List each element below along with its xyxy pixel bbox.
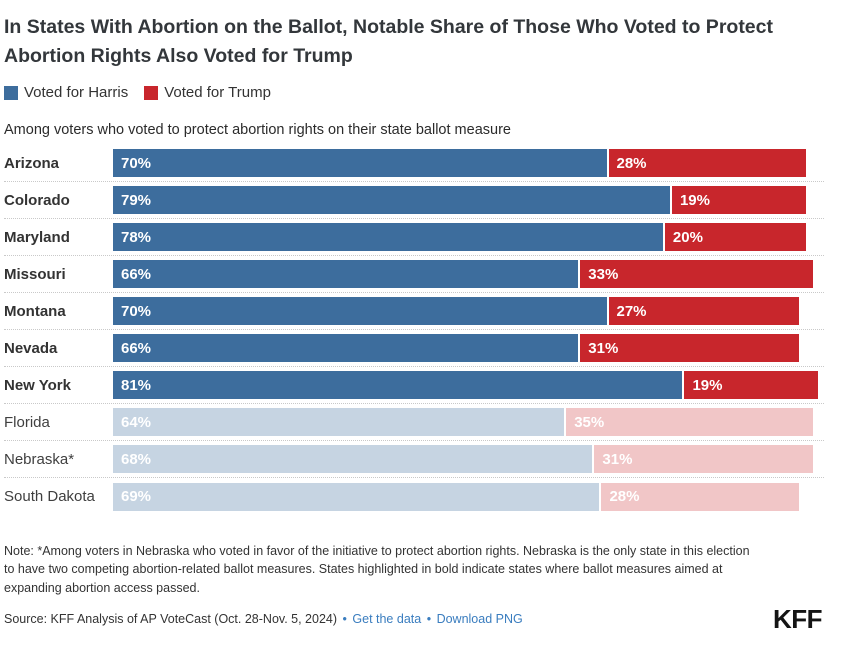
download-png-link[interactable]: Download PNG [436, 612, 523, 627]
harris-bar: 78% [113, 223, 663, 251]
legend-label-harris: Voted for Harris [24, 84, 129, 101]
trump-value-label: 19% [692, 376, 723, 394]
harris-bar: 64% [113, 408, 565, 436]
stacked-bar-chart: Arizona 70% 28% Colorado 79% 19% [4, 145, 850, 515]
trump-bar: 19% [671, 186, 806, 214]
chart-legend: Voted for Harris Voted for Trump [4, 84, 850, 101]
chart-row: Maryland 78% 20% [4, 219, 824, 256]
harris-value-label: 81% [121, 376, 152, 394]
harris-bar: 68% [113, 445, 593, 473]
trump-bar: 33% [580, 260, 813, 288]
state-label: Arizona [4, 154, 60, 172]
harris-bar: 70% [113, 297, 607, 325]
trump-value-label: 19% [679, 191, 710, 209]
harris-value-label: 68% [121, 450, 152, 468]
trump-value-label: 20% [672, 228, 703, 246]
trump-bar: 20% [664, 223, 806, 251]
trump-color-swatch [144, 85, 159, 100]
chart-row: Nevada 66% 31% [4, 330, 824, 367]
trump-value-label: 28% [609, 488, 640, 505]
legend-label-trump: Voted for Trump [164, 84, 271, 101]
trump-bar: 31% [594, 445, 813, 473]
state-label: Maryland [4, 228, 70, 246]
chart-row: Colorado 79% 19% [4, 182, 824, 219]
trump-bar: 27% [608, 297, 799, 325]
trump-value-label: 31% [588, 339, 619, 357]
get-the-data-link[interactable]: Get the data [352, 612, 422, 627]
bar-track: 66% 31% [113, 334, 818, 362]
harris-value-label: 79% [121, 191, 152, 209]
harris-bar: 79% [113, 186, 670, 214]
source-line: Source: KFF Analysis of AP VoteCast (Oct… [4, 612, 523, 626]
chart-row: Arizona 70% 28% [4, 145, 824, 182]
state-label: Montana [4, 302, 66, 320]
kff-logo: KFF [772, 604, 823, 635]
bar-track: 69% 28% [113, 482, 818, 511]
chart-row: Nebraska* 68% 31% [4, 441, 824, 478]
harris-value-label: 64% [121, 413, 152, 431]
harris-value-label: 70% [121, 302, 152, 320]
state-label: Nevada [4, 339, 58, 357]
chart-title: In States With Abortion on the Ballot, N… [4, 16, 773, 67]
harris-bar: 66% [113, 260, 579, 288]
bar-track: 70% 27% [113, 297, 818, 325]
harris-value-label: 69% [121, 488, 152, 505]
harris-bar: 66% [113, 334, 579, 362]
harris-bar: 69% [113, 482, 600, 511]
trump-value-label: 35% [574, 413, 605, 431]
trump-bar: 31% [580, 334, 799, 362]
source-text: Source: KFF Analysis of AP VoteCast (Oct… [4, 612, 338, 627]
legend-item-harris: Voted for Harris [4, 84, 128, 101]
harris-value-label: 70% [121, 154, 152, 172]
bar-track: 79% 19% [113, 186, 818, 214]
bullet-separator: • [426, 612, 432, 627]
state-label: Florida [4, 413, 50, 431]
bar-track: 70% 28% [113, 149, 818, 177]
state-label: Nebraska* [4, 450, 75, 468]
bar-track: 78% 20% [113, 223, 818, 251]
chart-footer: Note: *Among voters in Nebraska who vote… [4, 542, 850, 632]
bar-track: 81% 19% [113, 371, 818, 399]
chart-subtitle: Among voters who voted to protect aborti… [4, 122, 511, 138]
trump-bar: 19% [684, 371, 818, 399]
trump-bar: 28% [601, 482, 799, 511]
trump-value-label: 28% [616, 154, 647, 172]
harris-value-label: 78% [121, 228, 152, 246]
bar-track: 64% 35% [113, 408, 818, 436]
source-row: Source: KFF Analysis of AP VoteCast (Oct… [4, 604, 823, 635]
state-label: Missouri [4, 265, 66, 283]
bullet-separator: • [342, 612, 347, 627]
legend-item-trump: Voted for Trump [144, 84, 271, 101]
chart-row: South Dakota 69% 28% [4, 478, 824, 515]
trump-bar: 35% [566, 408, 813, 436]
harris-color-swatch [4, 85, 18, 100]
state-label: South Dakota [4, 488, 95, 505]
chart-row: Florida 64% 35% [4, 404, 824, 441]
trump-value-label: 31% [602, 450, 633, 468]
footnote: Note: *Among voters in Nebraska who vote… [4, 544, 750, 595]
trump-value-label: 33% [588, 265, 619, 283]
chart-row: New York 81% 19% [4, 367, 824, 404]
harris-bar: 81% [113, 371, 683, 399]
state-label: Colorado [4, 191, 70, 209]
bar-track: 66% 33% [113, 260, 818, 288]
harris-bar: 70% [113, 149, 607, 177]
state-label: New York [4, 376, 71, 394]
trump-bar: 28% [608, 149, 806, 177]
chart-row: Missouri 66% 33% [4, 256, 824, 293]
harris-value-label: 66% [121, 339, 152, 357]
harris-value-label: 66% [121, 265, 152, 283]
trump-value-label: 27% [616, 302, 647, 320]
chart-row: Montana 70% 27% [4, 293, 824, 330]
bar-track: 68% 31% [113, 445, 818, 473]
